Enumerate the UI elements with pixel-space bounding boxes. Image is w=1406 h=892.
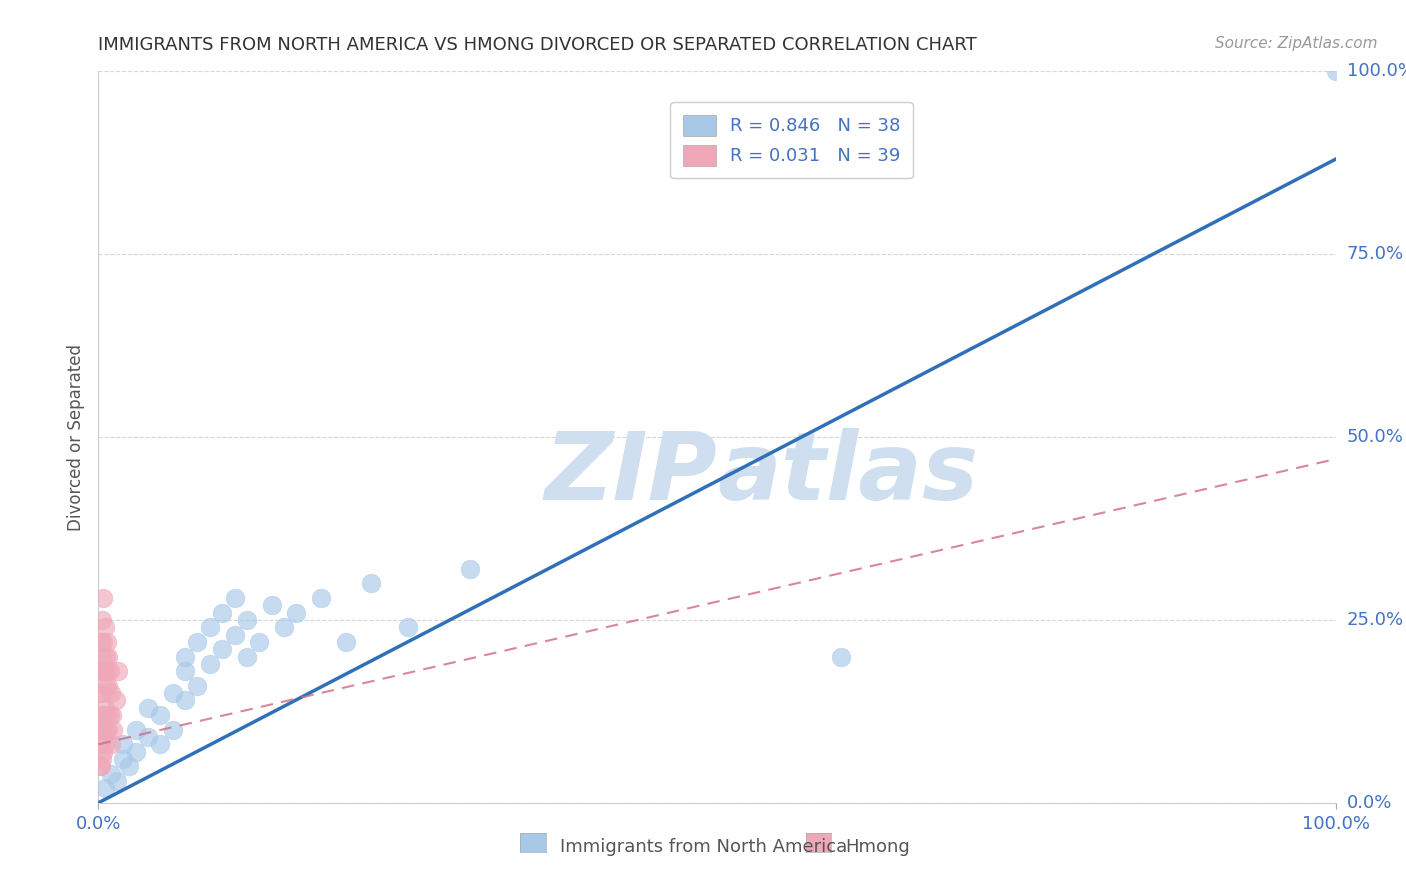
Point [89,723,111,737]
Point [98,708,121,723]
Point [93,781,115,796]
Point [91,686,114,700]
Point [97,679,120,693]
Point [100,766,122,780]
Text: Immigrants from North America: Immigrants from North America [560,838,846,855]
Point [94,649,117,664]
Point [100,737,122,751]
Point [1324,64,1347,78]
Point [96,708,118,723]
Point [96,635,118,649]
Point [830,649,852,664]
Point [211,642,233,657]
Point [105,773,128,788]
Point [118,759,141,773]
Point [89,759,111,773]
Point [93,635,115,649]
Point [91,752,114,766]
Point [149,737,172,751]
Point [174,664,197,678]
Point [93,745,115,759]
Point [260,599,283,613]
Point [100,686,122,700]
Point [89,686,111,700]
Point [93,700,115,714]
Text: Source: ZipAtlas.com: Source: ZipAtlas.com [1215,36,1378,51]
Point [107,664,129,678]
Text: 50.0%: 50.0% [1347,428,1403,446]
Point [149,708,172,723]
Point [458,562,481,576]
Point [93,591,115,605]
Point [93,620,115,634]
Point [103,723,125,737]
Text: ZIP: ZIP [544,427,717,520]
Point [93,737,115,751]
Point [236,649,259,664]
Point [112,737,135,751]
Point [186,679,208,693]
Point [335,635,357,649]
Point [93,708,115,723]
Y-axis label: Divorced or Separated: Divorced or Separated [66,343,84,531]
Point [90,759,112,773]
Point [309,591,332,605]
Text: atlas: atlas [717,427,979,520]
Point [174,649,197,664]
Point [124,723,146,737]
Point [104,693,127,707]
Point [94,679,117,693]
Text: 100.0%: 100.0% [1347,62,1406,80]
Point [236,613,259,627]
Point [273,620,295,634]
Point [90,664,112,678]
Point [91,723,114,737]
Point [101,708,124,723]
Point [224,591,246,605]
Point [198,657,221,671]
Point [136,730,159,744]
Point [94,723,117,737]
Legend: R = 0.846   N = 38, R = 0.031   N = 39: R = 0.846 N = 38, R = 0.031 N = 39 [671,103,912,178]
Point [90,737,112,751]
Point [162,686,184,700]
Point [186,635,208,649]
Point [90,635,112,649]
Point [112,752,135,766]
Point [90,708,112,723]
Point [174,693,197,707]
Point [91,649,114,664]
Text: 75.0%: 75.0% [1347,245,1405,263]
Point [136,700,159,714]
Point [224,627,246,641]
Point [211,606,233,620]
Point [97,723,120,737]
Point [198,620,221,634]
Point [93,664,115,678]
Point [93,664,115,678]
Point [124,745,146,759]
Text: 25.0%: 25.0% [1347,611,1405,629]
Point [97,649,120,664]
Point [96,664,118,678]
Point [285,606,308,620]
Point [396,620,419,634]
Text: 0.0%: 0.0% [1347,794,1392,812]
Point [91,613,114,627]
Point [98,664,121,678]
Point [162,723,184,737]
Text: IMMIGRANTS FROM NORTH AMERICA VS HMONG DIVORCED OR SEPARATED CORRELATION CHART: IMMIGRANTS FROM NORTH AMERICA VS HMONG D… [98,36,977,54]
Point [360,576,382,591]
Text: Hmong: Hmong [845,838,910,855]
Point [247,635,270,649]
